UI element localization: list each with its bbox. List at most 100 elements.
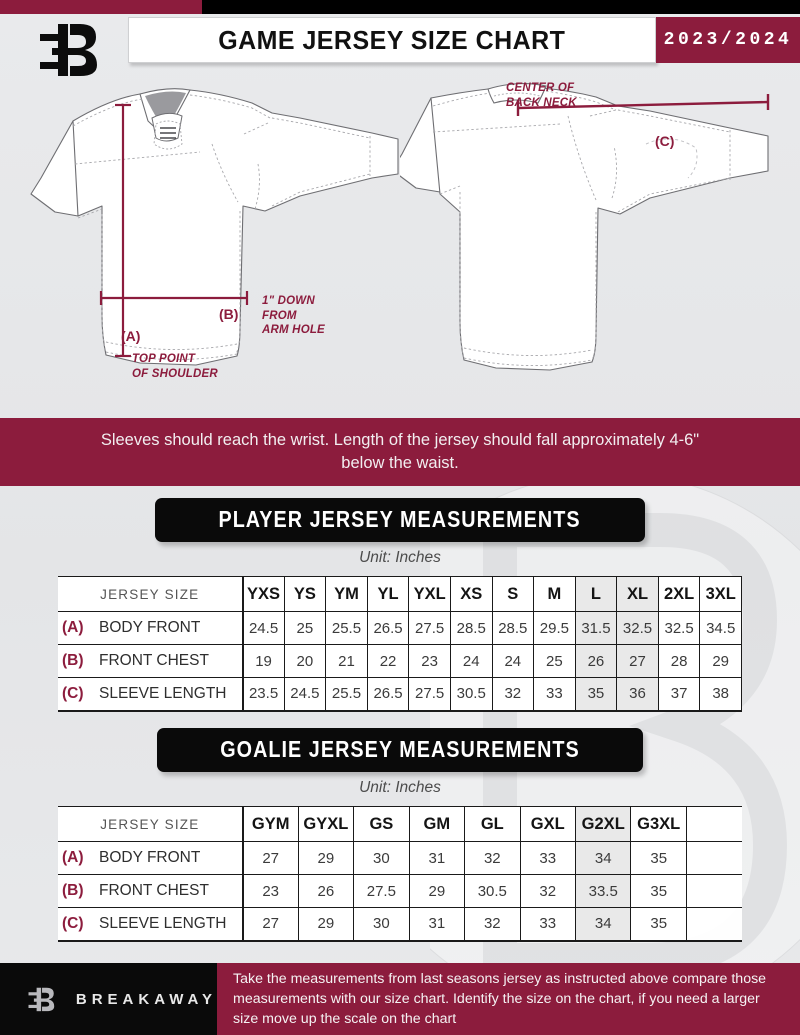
measurement-cell: 31 <box>408 907 466 942</box>
column-header-size: GS <box>353 806 410 842</box>
table-row: (B) FRONT CHEST 19 20 21 22 23 24 24 25 26 27 28 29 <box>58 644 742 678</box>
measurement-cell: 25 <box>533 644 576 678</box>
row-tag: (C) <box>62 914 84 932</box>
measurement-cell: 30.5 <box>449 677 493 712</box>
table-row: (A) BODY FRONT 24.5 25 25.5 26.5 27.5 28.5 28.5 2… <box>58 611 742 645</box>
measurement-cell: 23 <box>242 874 299 908</box>
measurement-cell: 29.5 <box>533 611 576 645</box>
column-header-jersey-size: JERSEY SIZE <box>58 576 244 612</box>
measure-line-a <box>115 103 131 358</box>
goalie-measurements-table-wrap: JERSEY SIZE GYM GYXL GS GM GL GXL G2XL G3XL (A) BO… <box>58 806 742 942</box>
measurement-cell: 23.5 <box>242 677 285 712</box>
measurement-cell: 29 <box>297 907 355 942</box>
column-header-size: YXL <box>408 576 451 612</box>
page-footer: BREAKAWAY Take the measurements from las… <box>0 963 800 1035</box>
column-header-size: S <box>491 576 535 612</box>
column-header-size: GL <box>464 806 521 842</box>
measurement-cell: 33.5 <box>574 874 632 908</box>
measurement-cell: 26.5 <box>366 677 410 712</box>
row-header-body-front: (A) BODY FRONT <box>58 611 244 645</box>
row-tag: (B) <box>62 882 84 899</box>
row-tag: (B) <box>62 652 84 669</box>
measurement-cell: 27.5 <box>408 611 451 645</box>
column-header-size: XS <box>449 576 493 612</box>
column-header-size: L <box>574 576 618 612</box>
measurement-cell: 34 <box>574 907 632 942</box>
empty-cell <box>685 806 742 842</box>
measurement-cell: 23 <box>408 644 451 678</box>
table-header-row: JERSEY SIZE GYM GYXL GS GM GL GXL G2XL G3XL <box>58 806 742 842</box>
table-row: (C) SLEEVE LENGTH 23.5 24.5 25.5 26.5 27.5 30.5… <box>58 677 742 712</box>
measurement-cell: 27 <box>242 841 299 875</box>
breakaway-b-logo-icon <box>40 24 97 76</box>
column-header-size: YXS <box>242 576 285 612</box>
measurement-cell: 37 <box>657 677 701 712</box>
label-a-text: TOP POINT OF SHOULDER <box>132 353 218 380</box>
player-unit-label: Unit: Inches <box>359 549 441 566</box>
row-header-sleeve-length: (C) SLEEVE LENGTH <box>58 907 244 942</box>
measurement-cell: 27.5 <box>408 677 451 712</box>
measurement-cell: 24.5 <box>242 611 285 645</box>
page-header: GAME JERSEY SIZE CHART 2023/2024 <box>0 14 800 66</box>
season-year: 2023/2024 <box>663 30 793 50</box>
goalie-measurements-table: JERSEY SIZE GYM GYXL GS GM GL GXL G2XL G3XL (A) BO… <box>58 806 742 942</box>
measurement-cell: 32.5 <box>616 611 659 645</box>
measurement-cell: 35 <box>630 874 687 908</box>
column-header-size: YL <box>366 576 410 612</box>
sleeve-note-banner: Sleeves should reach the wrist. Length o… <box>0 418 800 486</box>
jersey-back-illustration <box>400 83 770 371</box>
row-header-body-front: (A) BODY FRONT <box>58 841 244 875</box>
measurement-cell: 31.5 <box>574 611 618 645</box>
footer-brand-name: BREAKAWAY <box>75 990 217 1008</box>
measurement-cell: 20 <box>283 644 327 678</box>
measurement-cell: 22 <box>366 644 410 678</box>
jersey-diagram: (A) TOP POINT OF SHOULDER (B) 1" DOWN FROM… <box>0 66 800 418</box>
measurement-cell: 32.5 <box>657 611 701 645</box>
header-title-box: GAME JERSEY SIZE CHART <box>128 17 656 63</box>
column-header-size: G3XL <box>630 806 687 842</box>
goalie-section-title: GOALIE JERSEY MEASUREMENTS <box>220 736 580 762</box>
measurement-cell: 35 <box>630 907 687 942</box>
measurement-cell: 35 <box>630 841 687 875</box>
row-header-sleeve-length: (C) SLEEVE LENGTH <box>58 677 244 712</box>
player-measurements-table-wrap: JERSEY SIZE YXS YS YM YL YXL XS S M L XL 2XL 3XL (A) B… <box>58 576 742 712</box>
row-header-front-chest: (B) FRONT CHEST <box>58 644 244 678</box>
measurement-cell: 27 <box>616 644 659 678</box>
column-header-size: GYM <box>242 806 299 842</box>
season-badge: 2023/2024 <box>656 17 800 63</box>
measurement-cell: 33 <box>533 677 576 712</box>
measurement-cell: 35 <box>574 677 618 712</box>
column-header-size: YM <box>325 576 368 612</box>
measurement-cell: 28 <box>657 644 701 678</box>
column-header-size: 3XL <box>699 576 742 612</box>
measurement-cell: 31 <box>408 841 466 875</box>
label-b-tag: (B) <box>219 306 239 322</box>
page-title: GAME JERSEY SIZE CHART <box>218 24 566 55</box>
measurement-cell: 34 <box>574 841 632 875</box>
column-header-jersey-size: JERSEY SIZE <box>58 806 244 842</box>
measurement-cell: 32 <box>491 677 535 712</box>
column-header-size: GXL <box>519 806 577 842</box>
column-header-size: XL <box>616 576 659 612</box>
empty-cell <box>685 874 742 908</box>
measurement-cell: 29 <box>408 874 466 908</box>
player-section-title: PLAYER JERSEY MEASUREMENTS <box>218 506 582 532</box>
measurement-cell: 29 <box>699 644 742 678</box>
goalie-unit-label: Unit: Inches <box>359 779 441 796</box>
footer-brand-box: BREAKAWAY <box>0 963 217 1035</box>
table-row: (C) SLEEVE LENGTH 27 29 30 31 32 33 34 35 <box>58 907 742 942</box>
measurement-cell: 28.5 <box>449 611 493 645</box>
measurement-cell: 26 <box>574 644 618 678</box>
measurement-cell: 25.5 <box>325 677 368 712</box>
measurement-cell: 26 <box>297 874 355 908</box>
top-bar-accent-maroon <box>0 0 202 14</box>
jersey-front-illustration <box>30 88 399 366</box>
measurement-cell: 30 <box>353 907 410 942</box>
measurement-cell: 24.5 <box>283 677 327 712</box>
column-header-size: G2XL <box>574 806 632 842</box>
footer-message: Take the measurements from last seasons … <box>233 970 767 1028</box>
measurement-cell: 33 <box>519 907 577 942</box>
measurement-cell: 30.5 <box>464 874 521 908</box>
player-section-title-box: PLAYER JERSEY MEASUREMENTS <box>155 498 645 542</box>
